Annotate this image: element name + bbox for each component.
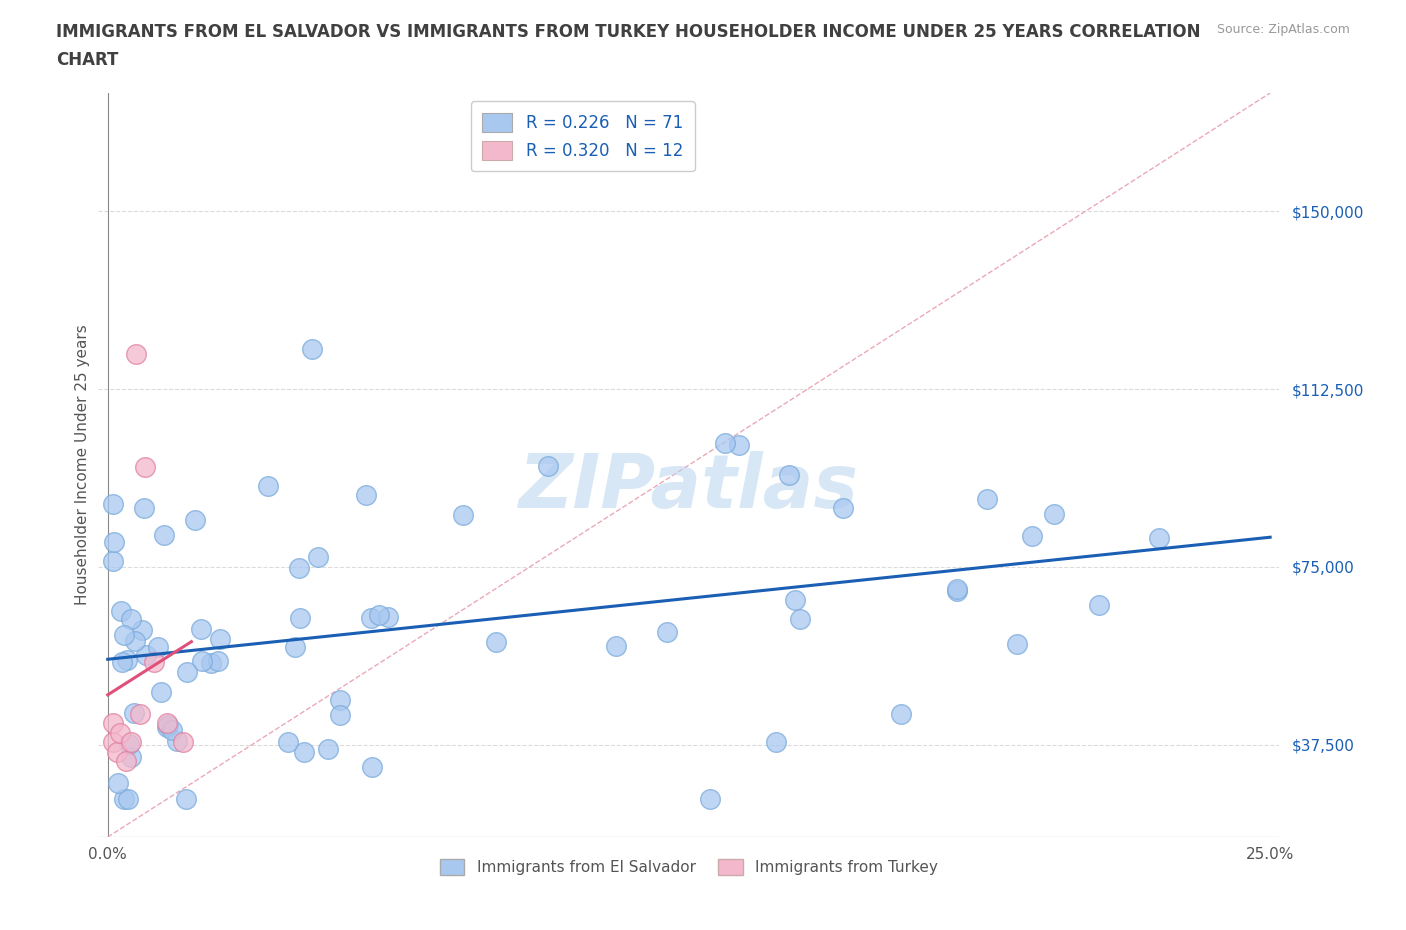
Point <box>107 775 129 790</box>
Point <box>1043 506 1066 521</box>
Point <box>115 653 138 668</box>
Point <box>153 527 176 542</box>
Point <box>190 622 212 637</box>
Point <box>124 705 146 720</box>
Legend: Immigrants from El Salvador, Immigrants from Turkey: Immigrants from El Salvador, Immigrants … <box>434 853 943 882</box>
Point <box>354 487 377 502</box>
Point <box>110 604 132 618</box>
Point <box>117 791 139 806</box>
Point <box>537 459 560 474</box>
Point <box>124 346 146 361</box>
Point <box>277 735 299 750</box>
Point <box>166 734 188 749</box>
Point <box>976 492 998 507</box>
Point <box>115 753 138 768</box>
Point <box>157 717 180 732</box>
Point <box>288 561 311 576</box>
Point <box>156 720 179 735</box>
Point <box>160 723 183 737</box>
Point <box>172 735 194 750</box>
Point <box>112 628 135 643</box>
Point <box>699 791 721 806</box>
Point <box>284 640 307 655</box>
Point <box>290 611 312 626</box>
Point <box>294 744 316 759</box>
Point <box>329 693 352 708</box>
Point <box>605 639 627 654</box>
Point <box>108 725 131 740</box>
Point <box>183 512 205 527</box>
Point <box>765 735 787 750</box>
Point <box>101 716 124 731</box>
Point <box>156 716 179 731</box>
Point <box>1149 530 1171 545</box>
Point <box>890 707 912 722</box>
Point <box>207 653 229 668</box>
Point <box>103 497 125 512</box>
Point <box>134 500 156 515</box>
Point <box>142 654 165 669</box>
Point <box>117 737 139 751</box>
Point <box>120 612 142 627</box>
Point <box>657 624 679 639</box>
Point <box>318 742 340 757</box>
Point <box>256 479 278 494</box>
Point <box>148 640 170 655</box>
Y-axis label: Householder Income Under 25 years: Householder Income Under 25 years <box>75 325 90 605</box>
Point <box>131 622 153 637</box>
Point <box>1021 528 1043 543</box>
Text: CHART: CHART <box>56 51 118 69</box>
Point <box>124 633 146 648</box>
Point <box>307 550 329 565</box>
Point <box>360 760 382 775</box>
Point <box>174 791 197 806</box>
Point <box>111 655 134 670</box>
Point <box>451 508 474 523</box>
Point <box>112 791 135 806</box>
Point <box>713 435 735 450</box>
Point <box>105 744 128 759</box>
Point <box>103 534 125 549</box>
Point <box>120 750 142 764</box>
Point <box>301 341 323 356</box>
Point <box>190 653 212 668</box>
Point <box>134 460 156 475</box>
Point <box>377 609 399 624</box>
Text: IMMIGRANTS FROM EL SALVADOR VS IMMIGRANTS FROM TURKEY HOUSEHOLDER INCOME UNDER 2: IMMIGRANTS FROM EL SALVADOR VS IMMIGRANT… <box>56 23 1201 41</box>
Point <box>128 707 150 722</box>
Point <box>485 635 508 650</box>
Point <box>367 607 389 622</box>
Point <box>209 631 232 646</box>
Point <box>1088 598 1111 613</box>
Point <box>200 656 222 671</box>
Point <box>1007 637 1029 652</box>
Text: Source: ZipAtlas.com: Source: ZipAtlas.com <box>1216 23 1350 36</box>
Point <box>360 610 382 625</box>
Text: ZIPatlas: ZIPatlas <box>519 451 859 524</box>
Point <box>946 584 969 599</box>
Point <box>946 581 969 596</box>
Point <box>831 501 853 516</box>
Point <box>150 684 173 699</box>
Point <box>101 735 124 750</box>
Point <box>727 438 749 453</box>
Point <box>329 707 352 722</box>
Point <box>176 665 198 680</box>
Point <box>101 553 124 568</box>
Point <box>778 468 800 483</box>
Point <box>120 735 142 750</box>
Point <box>789 611 811 626</box>
Point <box>783 592 806 607</box>
Point <box>135 647 157 662</box>
